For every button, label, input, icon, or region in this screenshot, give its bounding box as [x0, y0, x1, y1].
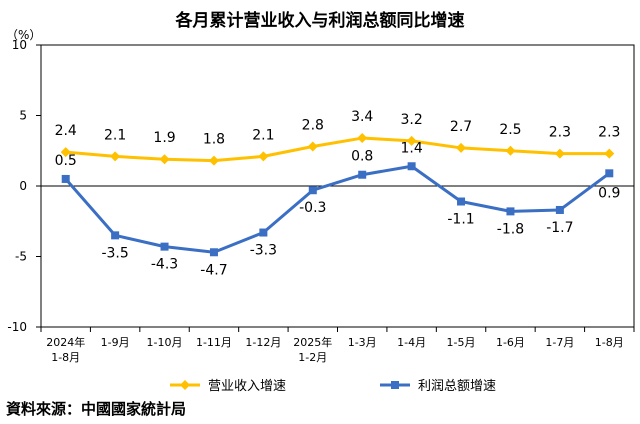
data-label-revenue: 2.4 — [55, 123, 77, 139]
y-tick-label: -5 — [15, 250, 27, 264]
data-point-profit — [111, 231, 120, 240]
x-tick-label: 1-12月 — [245, 336, 281, 349]
data-point-revenue — [307, 141, 318, 152]
data-label-profit: 0.8 — [351, 149, 373, 165]
data-label-profit: -0.3 — [299, 200, 326, 216]
data-point-profit — [457, 197, 466, 206]
source-note: 資料來源：中國國家統計局 — [6, 400, 187, 418]
data-point-revenue — [406, 135, 417, 146]
data-label-revenue: 2.5 — [499, 122, 521, 138]
y-axis-unit: （%） — [6, 28, 42, 42]
data-point-revenue — [604, 148, 615, 159]
x-tick-label: 2024年 1-8月 — [46, 335, 85, 364]
chart-title: 各月累计营业收入与利润总额同比增速 — [175, 11, 465, 31]
data-label-profit: -1.8 — [497, 221, 524, 237]
x-tick-label: 2025年 1-2月 — [293, 335, 332, 364]
data-point-profit — [358, 170, 367, 179]
data-point-profit — [209, 248, 218, 257]
data-label-revenue: 1.9 — [153, 130, 175, 146]
data-label-profit: 0.9 — [598, 185, 620, 201]
data-point-profit — [555, 205, 564, 214]
data-label-revenue: 3.4 — [351, 109, 373, 125]
data-label-revenue: 2.1 — [104, 127, 126, 143]
x-tick-label: 1-4月 — [397, 336, 426, 349]
data-point-revenue — [456, 142, 467, 153]
y-tick-label: 0 — [19, 179, 27, 193]
data-label-revenue: 2.3 — [549, 125, 571, 141]
data-label-profit: -1.7 — [546, 220, 573, 236]
data-label-profit: -3.3 — [250, 243, 277, 259]
data-point-profit — [605, 169, 614, 178]
data-label-profit: 1.4 — [400, 140, 422, 156]
data-label-profit: -4.7 — [200, 262, 227, 278]
y-tick-label: -10 — [7, 320, 27, 334]
legend-marker — [391, 381, 399, 389]
data-point-profit — [506, 207, 515, 216]
data-label-profit: 0.5 — [55, 153, 77, 169]
data-label-profit: -1.1 — [447, 212, 474, 228]
data-label-revenue: 2.1 — [252, 127, 274, 143]
data-point-profit — [259, 228, 268, 237]
data-point-revenue — [258, 151, 269, 162]
data-point-profit — [160, 242, 169, 251]
series-line-profit — [64, 164, 611, 254]
data-label-profit: -4.3 — [151, 257, 178, 273]
x-tick-label: 1-8月 — [595, 336, 624, 349]
data-point-profit — [308, 186, 317, 195]
data-point-revenue — [357, 133, 368, 144]
x-tick-label: 1-3月 — [348, 336, 377, 349]
data-label-revenue: 3.2 — [400, 112, 422, 128]
data-point-profit — [407, 162, 416, 171]
data-label-revenue: 2.7 — [450, 119, 472, 135]
data-point-revenue — [159, 154, 170, 165]
data-point-revenue — [208, 155, 219, 166]
x-tick-label: 1-9月 — [101, 336, 130, 349]
data-point-revenue — [60, 147, 71, 158]
x-tick-label: 1-6月 — [496, 336, 525, 349]
legend-label: 营业收入增速 — [208, 379, 286, 394]
data-label-revenue: 2.8 — [302, 118, 324, 134]
series-line-revenue — [65, 136, 610, 163]
data-point-revenue — [505, 145, 516, 156]
x-tick-label: 1-10月 — [147, 336, 183, 349]
legend-label: 利润总额增速 — [418, 379, 496, 394]
y-tick-label: 5 — [19, 109, 27, 123]
data-point-revenue — [554, 148, 565, 159]
legend-marker — [180, 380, 190, 390]
x-tick-label: 1-11月 — [196, 336, 232, 349]
data-label-profit: -3.5 — [101, 245, 128, 261]
data-label-revenue: 2.3 — [598, 125, 620, 141]
x-tick-label: 1-7月 — [545, 336, 574, 349]
x-tick-label: 1-5月 — [447, 336, 476, 349]
y-tick-label: 10 — [12, 38, 27, 52]
data-point-revenue — [110, 151, 121, 162]
data-point-profit — [61, 174, 70, 183]
data-label-revenue: 1.8 — [203, 132, 225, 148]
